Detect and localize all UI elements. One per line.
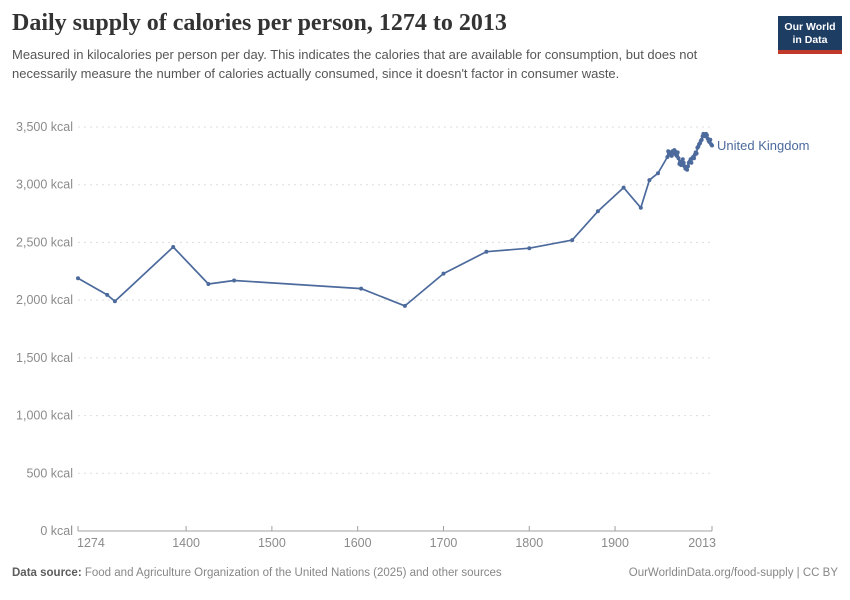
data-point[interactable] bbox=[681, 160, 686, 165]
data-point[interactable] bbox=[484, 249, 489, 254]
y-axis-tick-label: 2,500 kcal bbox=[16, 235, 73, 249]
data-source-label: Data source: bbox=[12, 567, 82, 579]
data-point[interactable] bbox=[105, 292, 110, 297]
data-point[interactable] bbox=[638, 205, 643, 210]
data-point[interactable] bbox=[232, 278, 237, 283]
data-point[interactable] bbox=[694, 151, 699, 156]
chart-subtitle: Measured in kilocalories per person per … bbox=[12, 47, 698, 81]
data-source-text: Food and Agriculture Organization of the… bbox=[81, 567, 502, 579]
data-point[interactable] bbox=[704, 133, 709, 138]
data-point[interactable] bbox=[710, 143, 714, 148]
data-point[interactable] bbox=[171, 245, 176, 249]
data-point[interactable] bbox=[621, 185, 626, 190]
y-axis-tick-label: 3,500 kcal bbox=[16, 120, 73, 134]
data-line-united-kingdom[interactable] bbox=[77, 133, 713, 307]
data-point[interactable] bbox=[675, 150, 680, 155]
data-point[interactable] bbox=[441, 271, 446, 276]
owid-url-link[interactable]: OurWorldinData.org/food-supply | CC BY bbox=[628, 567, 838, 579]
x-axis-tick-label: 2013 bbox=[688, 536, 716, 550]
data-point[interactable] bbox=[112, 299, 117, 304]
data-point[interactable] bbox=[656, 171, 660, 176]
data-point[interactable] bbox=[665, 155, 670, 159]
data-point[interactable] bbox=[699, 137, 704, 142]
owid-logo-line2: in Data bbox=[792, 33, 828, 46]
chart-footer: Data source: Food and Agriculture Organi… bbox=[12, 567, 838, 579]
data-point[interactable] bbox=[76, 276, 80, 281]
y-axis-tick-label: 1,000 kcal bbox=[16, 409, 73, 423]
x-axis-tick-label: 1274 bbox=[77, 536, 105, 550]
data-point[interactable] bbox=[359, 286, 364, 291]
chart-header: Daily supply of calories per person, 127… bbox=[12, 10, 772, 83]
x-axis-tick-label: 1900 bbox=[601, 536, 629, 550]
x-axis-tick-label: 1500 bbox=[258, 536, 286, 550]
x-axis-tick-label: 1400 bbox=[172, 536, 200, 550]
data-point[interactable] bbox=[647, 178, 652, 183]
chart-title: Daily supply of calories per person, 127… bbox=[12, 10, 507, 36]
y-axis-tick-label: 1,500 kcal bbox=[16, 351, 73, 365]
data-point[interactable] bbox=[689, 160, 694, 165]
data-point[interactable] bbox=[680, 157, 685, 162]
data-point[interactable] bbox=[685, 167, 690, 172]
series-label-united-kingdom: United Kingdom bbox=[717, 138, 810, 153]
data-point[interactable] bbox=[676, 156, 681, 161]
x-axis-tick-label: 1700 bbox=[430, 536, 458, 550]
data-point[interactable] bbox=[708, 137, 713, 142]
data-point[interactable] bbox=[679, 163, 684, 168]
y-axis-tick-label: 2,000 kcal bbox=[16, 293, 73, 307]
data-point[interactable] bbox=[206, 282, 211, 286]
owid-logo-line1: Our World bbox=[784, 21, 836, 33]
data-point[interactable] bbox=[692, 156, 696, 161]
y-axis-tick-label: 0 kcal bbox=[40, 524, 73, 538]
data-point[interactable] bbox=[527, 246, 532, 251]
y-axis-tick-label: 500 kcal bbox=[26, 466, 73, 480]
x-axis-tick-label: 1600 bbox=[344, 536, 372, 550]
owid-logo: Our World in Data bbox=[778, 16, 842, 54]
data-point[interactable] bbox=[570, 238, 575, 243]
data-point[interactable] bbox=[402, 303, 407, 308]
x-axis-tick-label: 1800 bbox=[515, 536, 543, 550]
data-source-note: Data source: Food and Agriculture Organi… bbox=[12, 567, 502, 579]
data-point[interactable] bbox=[686, 164, 690, 169]
data-point[interactable] bbox=[595, 209, 600, 214]
y-axis-tick-label: 3,000 kcal bbox=[16, 178, 73, 192]
